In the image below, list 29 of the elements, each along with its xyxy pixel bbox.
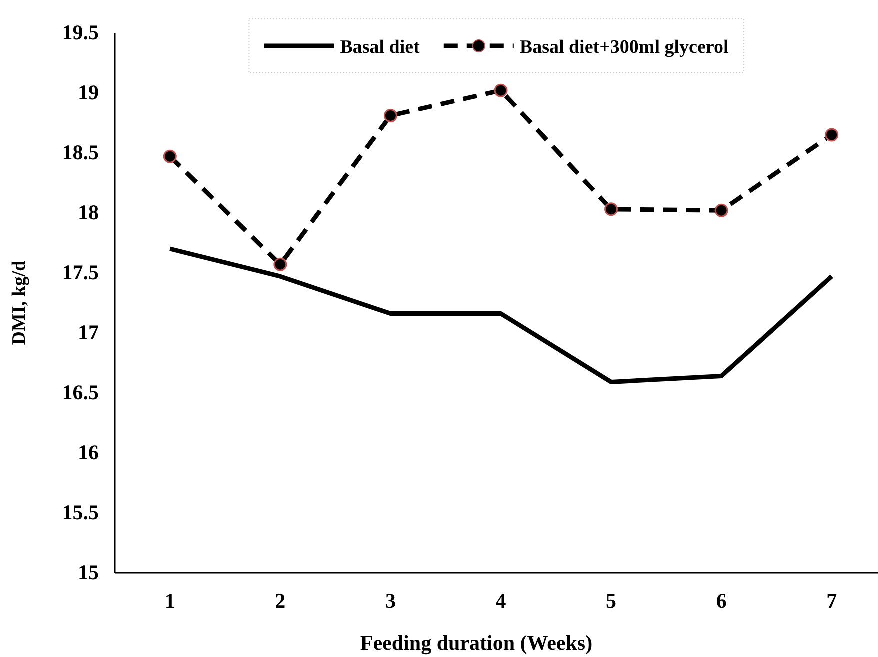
y-tick-label: 16.5 [62,380,99,405]
y-tick-label: 18 [78,200,99,225]
y-tick-label: 17.5 [62,260,99,285]
y-tick-label: 16 [78,440,99,465]
x-axis-title: Feeding duration (Weeks) [360,631,593,655]
y-tick-label: 19 [78,80,99,105]
x-tick-label: 4 [496,588,507,613]
legend-label: Basal diet+300ml glycerol [520,37,729,58]
y-tick-label: 19.5 [62,20,99,45]
point [714,204,728,218]
y-tick-label: 17 [78,320,99,345]
x-tick-label: 6 [716,588,727,613]
x-tick-label: 5 [606,588,617,613]
point [825,128,839,142]
y-axis-title: DMI, kg/d [9,260,30,346]
y-tick-label: 15 [78,560,99,585]
y-tick-label: 15.5 [62,500,99,525]
point [274,258,288,272]
x-tick-label: 1 [164,588,176,613]
point [163,150,177,164]
point [604,202,618,216]
y-tick-label: 18.5 [62,140,99,165]
x-tick-label: 2 [275,588,286,613]
point [384,109,398,123]
point [494,84,508,98]
x-tick-label: 3 [385,588,396,613]
x-tick-label: 7 [826,588,838,613]
legend-label: Basal diet [340,37,421,58]
line-series [168,246,834,384]
